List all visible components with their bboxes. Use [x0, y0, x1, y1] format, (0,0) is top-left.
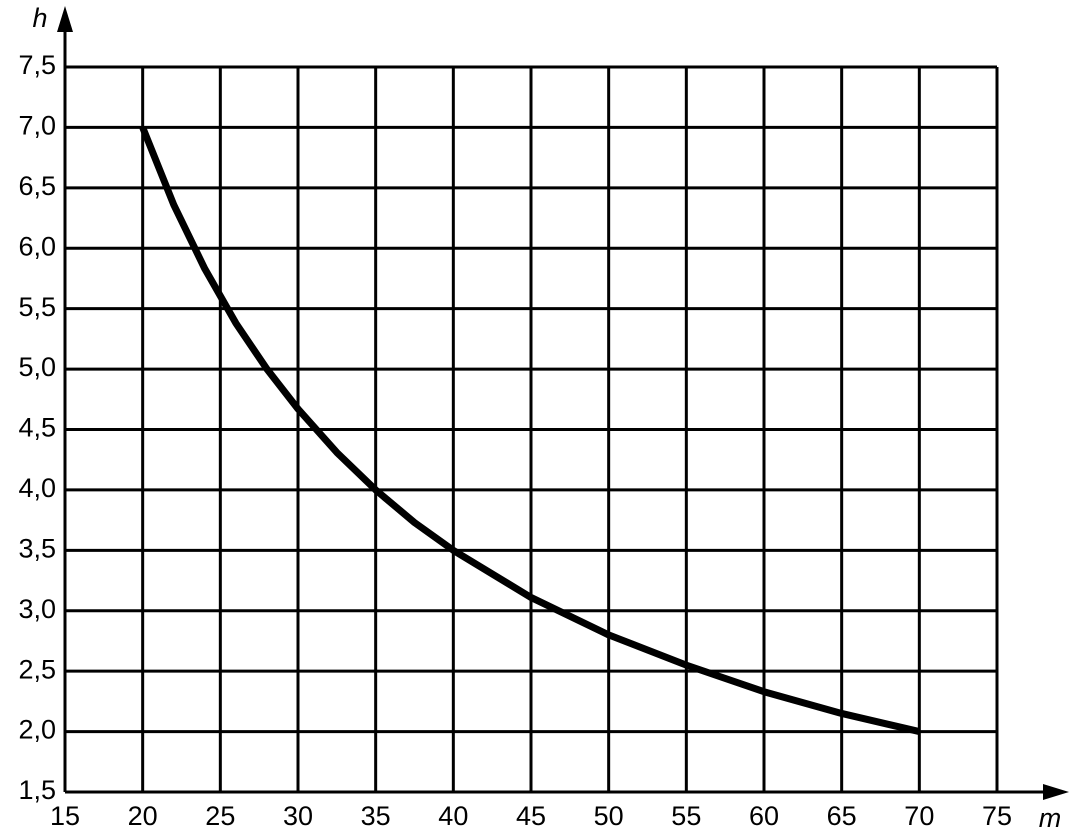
y-axis-arrow: [57, 6, 73, 32]
x-tick-label: 35: [361, 801, 391, 831]
x-tick-label: 50: [594, 801, 624, 831]
x-axis-label: m: [1039, 803, 1062, 833]
x-axis-arrow: [1043, 784, 1069, 800]
x-tick-label: 25: [205, 801, 235, 831]
y-tick-label: 6,5: [18, 171, 56, 201]
y-tick-label: 7,0: [18, 111, 56, 141]
x-tick-label: 65: [827, 801, 857, 831]
x-tick-label: 30: [283, 801, 313, 831]
y-tick-label: 1,5: [18, 775, 56, 805]
y-tick-label: 7,5: [18, 50, 56, 80]
x-tick-label: 75: [982, 801, 1012, 831]
y-tick-label: 6,0: [18, 231, 56, 261]
y-axis-label: h: [32, 3, 47, 33]
x-tick-label: 15: [50, 801, 80, 831]
y-tick-label: 3,5: [18, 533, 56, 563]
y-tick-label: 5,5: [18, 292, 56, 322]
x-tick-label: 55: [671, 801, 701, 831]
data-line: [139, 126, 921, 735]
x-tick-label: 45: [516, 801, 546, 831]
y-tick-label: 5,0: [18, 352, 56, 382]
y-tick-label: 4,5: [18, 413, 56, 443]
y-tick-label: 4,0: [18, 473, 56, 503]
y-tick-label: 2,0: [18, 715, 56, 745]
x-tick-label: 70: [904, 801, 934, 831]
y-tick-label: 3,0: [18, 594, 56, 624]
y-tick-label: 2,5: [18, 654, 56, 684]
x-tick-label: 40: [438, 801, 468, 831]
x-tick-label: 20: [128, 801, 158, 831]
x-tick-label: 60: [749, 801, 779, 831]
